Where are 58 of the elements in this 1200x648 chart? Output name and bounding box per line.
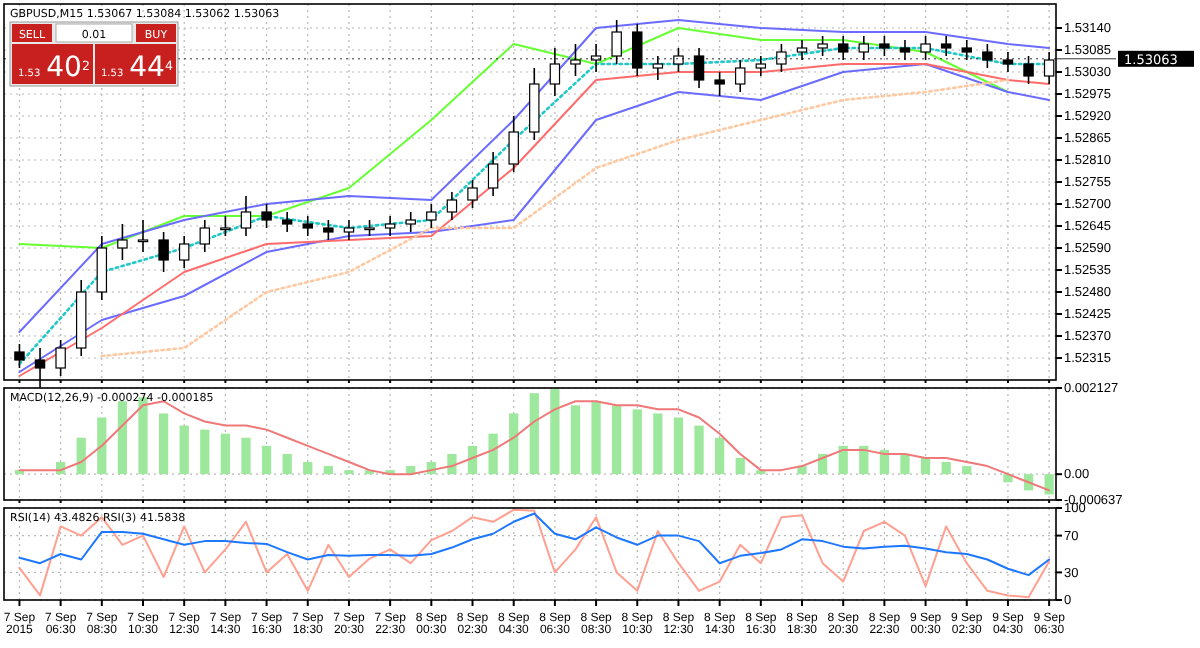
candlestick	[240, 195, 252, 237]
bar	[241, 437, 251, 475]
bar	[303, 462, 313, 475]
bar	[673, 417, 684, 475]
candlestick	[879, 35, 890, 57]
candlestick	[220, 215, 231, 237]
bar	[282, 453, 292, 475]
bar	[200, 429, 210, 475]
bar	[900, 453, 910, 475]
candlestick	[302, 215, 313, 237]
bar	[117, 401, 128, 475]
bar	[735, 457, 745, 475]
candlestick	[405, 211, 416, 233]
candlestick	[467, 179, 478, 209]
bar	[529, 393, 539, 475]
candlestick	[487, 151, 499, 197]
bar	[97, 417, 107, 475]
candlestick	[261, 203, 272, 229]
candlestick	[137, 219, 149, 253]
bar	[220, 433, 231, 475]
bar	[920, 457, 931, 475]
candlestick	[96, 235, 108, 301]
bar	[962, 466, 972, 475]
candlestick	[158, 231, 169, 273]
candlestick	[384, 215, 396, 237]
bar	[941, 462, 951, 475]
candlestick	[714, 71, 725, 97]
bar	[179, 425, 189, 475]
candlestick	[446, 191, 458, 221]
line-series	[18, 19, 1051, 333]
line-series	[18, 400, 1051, 492]
bar	[570, 405, 581, 475]
bar	[694, 425, 704, 475]
candlestick	[343, 219, 355, 241]
candlestick	[281, 211, 293, 233]
bar	[323, 466, 333, 475]
bar	[261, 445, 272, 475]
candlestick	[14, 343, 25, 369]
bar	[488, 433, 498, 475]
candlestick	[508, 115, 519, 173]
bar	[612, 405, 622, 475]
bar	[509, 413, 519, 475]
candlestick	[323, 219, 334, 241]
bar	[1044, 474, 1054, 495]
candlestick	[178, 235, 190, 269]
candlestick	[117, 223, 128, 261]
bar	[591, 401, 601, 475]
line-series	[100, 78, 1010, 358]
bar	[653, 413, 663, 475]
bar	[158, 413, 169, 475]
bar	[715, 437, 725, 475]
candlestick	[817, 35, 828, 57]
bar	[550, 389, 560, 475]
candlestick	[734, 59, 746, 93]
bar	[632, 409, 642, 475]
candlestick	[199, 219, 211, 253]
candlestick	[529, 67, 540, 141]
candlestick	[426, 203, 437, 229]
